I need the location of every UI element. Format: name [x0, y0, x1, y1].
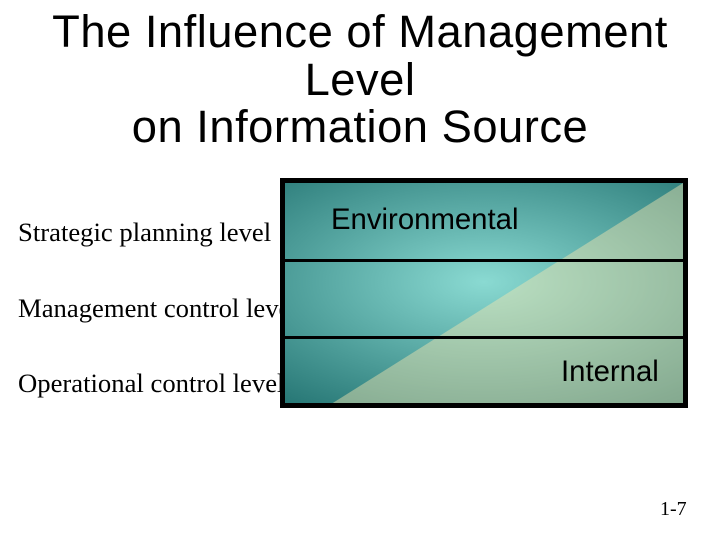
diagram-label-environmental: Environmental — [331, 203, 518, 237]
diagram-box: Environmental Internal — [280, 178, 688, 408]
diagram-rule-1 — [285, 259, 683, 262]
label-management: Management control level — [18, 293, 298, 324]
label-strategic: Strategic planning level — [18, 217, 271, 248]
title-line-1: The Influence of Management Level — [0, 8, 720, 103]
slide: { "title": { "line1": "The Influence of … — [0, 0, 720, 540]
diagram-label-internal: Internal — [561, 355, 659, 389]
title-line-2: on Information Source — [0, 103, 720, 151]
page-number: 1-7 — [660, 498, 687, 521]
diagram-rule-2 — [285, 336, 683, 339]
slide-title: The Influence of Management Level on Inf… — [0, 8, 720, 151]
label-operational: Operational control level — [18, 368, 284, 399]
